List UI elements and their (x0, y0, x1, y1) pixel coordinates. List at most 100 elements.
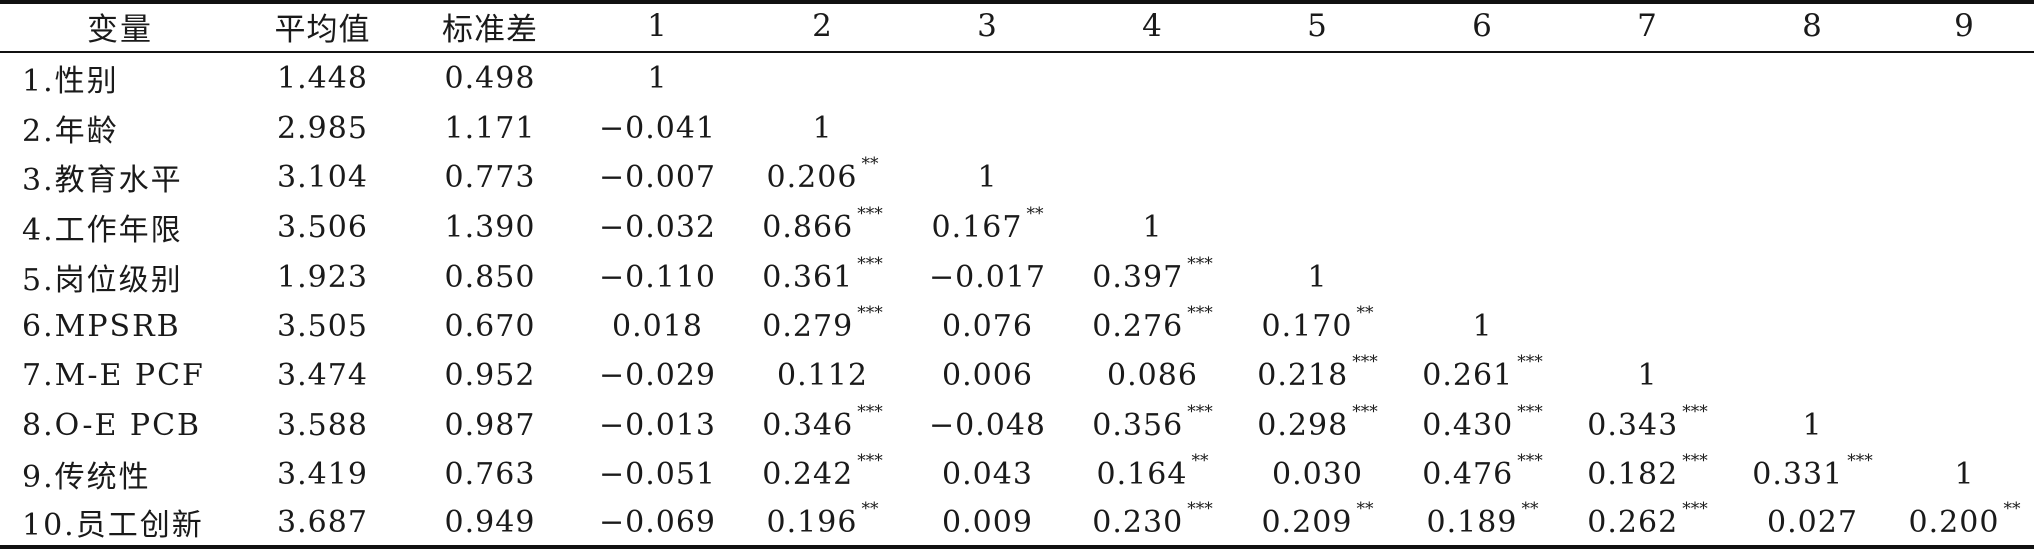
column-header: 5 (1307, 8, 1328, 44)
sd-cell: 0.949 (444, 504, 536, 540)
correlation-value: −0.032 (598, 209, 717, 245)
significance-mark: *** (857, 303, 883, 323)
correlation-value: 1 (1802, 407, 1823, 443)
correlation-value: −0.013 (598, 407, 717, 443)
correlation-cell: 1 (575, 53, 740, 103)
correlation-cell: 1 (1070, 202, 1235, 252)
correlation-value: 1 (1307, 259, 1328, 295)
table-row: 9.传统性 3.419 0.763 −0.051 0.242 *** 0.043 0.164 *… (0, 449, 2034, 499)
correlation-value: 0.361 (762, 259, 854, 295)
correlation-cell: −0.069 (575, 497, 740, 547)
correlation-cell: 0.476 *** (1400, 449, 1565, 499)
variable-name-cell: 7.M-E PCF (22, 357, 205, 393)
correlation-value: 0.276 (1092, 308, 1184, 344)
correlation-cell (1895, 252, 2034, 302)
correlation-cell (1895, 103, 2034, 153)
significance-mark: *** (1187, 254, 1213, 274)
correlation-value: 0.476 (1422, 456, 1514, 492)
table-row: 3.教育水平 3.104 0.773 −0.007 0.206 ** 1 (0, 152, 2034, 202)
correlation-value: 0.043 (942, 456, 1033, 492)
significance-mark: ** (1026, 204, 1044, 224)
significance-mark: *** (1517, 352, 1543, 372)
column-header: 平均值 (274, 11, 371, 48)
correlation-value: 0.218 (1257, 357, 1349, 393)
significance-mark: *** (1352, 402, 1378, 422)
correlation-value: 0.170 (1261, 308, 1353, 344)
correlation-value: 0.331 (1752, 456, 1844, 492)
correlation-cell: 1 (1235, 252, 1400, 302)
column-header: 3 (977, 8, 998, 44)
correlation-cell: 0.196 ** (740, 497, 905, 547)
correlation-cell (1235, 103, 1400, 153)
correlation-value: 1 (977, 159, 998, 195)
correlation-cell: −0.110 (575, 252, 740, 302)
significance-mark: *** (1847, 451, 1873, 471)
significance-mark: *** (1517, 402, 1543, 422)
column-header: 7 (1637, 8, 1658, 44)
correlation-value: 0.018 (612, 308, 703, 344)
correlation-value: 0.076 (942, 308, 1033, 344)
correlation-value: 1 (1637, 357, 1658, 393)
significance-mark: ** (1356, 303, 1374, 323)
correlation-cell (1730, 202, 1895, 252)
correlation-value: 0.397 (1092, 259, 1184, 295)
correlation-value: 1 (1472, 308, 1493, 344)
correlation-value: −0.051 (598, 456, 717, 492)
correlation-cell (1565, 152, 1730, 202)
correlation-value: 0.086 (1107, 357, 1198, 393)
correlation-cell: 0.182 *** (1565, 449, 1730, 499)
correlation-cell: 1 (1895, 449, 2034, 499)
bottom-rule (0, 545, 2034, 549)
correlation-value: 0.030 (1272, 456, 1363, 492)
correlation-value: 0.866 (762, 209, 854, 245)
significance-mark: *** (1187, 402, 1213, 422)
variable-name-cell: 6.MPSRB (22, 308, 181, 344)
correlation-value: 0.182 (1587, 456, 1679, 492)
significance-mark: *** (857, 204, 883, 224)
correlation-value: 0.209 (1261, 504, 1353, 540)
correlation-cell: 0.242 *** (740, 449, 905, 499)
variable-name-cell: 4.工作年限 (22, 213, 183, 248)
correlation-cell (1565, 301, 1730, 351)
correlation-cell: 0.276 *** (1070, 301, 1235, 351)
correlation-cell: 1 (1730, 400, 1895, 450)
correlation-cell: 0.009 (905, 497, 1070, 547)
correlation-cell: −0.051 (575, 449, 740, 499)
header-rule (0, 51, 2034, 53)
significance-mark: ** (1356, 499, 1374, 519)
correlation-value: 0.262 (1587, 504, 1679, 540)
correlation-cell: 0.043 (905, 449, 1070, 499)
correlation-value: 0.230 (1092, 504, 1184, 540)
correlation-cell: 0.170 ** (1235, 301, 1400, 351)
column-header: 2 (812, 8, 833, 44)
correlation-cell (1235, 202, 1400, 252)
significance-mark: ** (2003, 499, 2021, 519)
table-row: 4.工作年限 3.506 1.390 −0.032 0.866 *** 0.167 ** 1 (0, 202, 2034, 252)
mean-cell: 3.419 (277, 456, 368, 492)
sd-cell: 0.850 (444, 259, 536, 295)
sd-cell: 0.773 (444, 159, 536, 195)
correlation-cell (1235, 53, 1400, 103)
correlation-value: 1 (1142, 209, 1163, 245)
correlation-value: 0.279 (762, 308, 854, 344)
correlation-value: 0.196 (766, 504, 858, 540)
correlation-value: 0.112 (777, 357, 868, 393)
correlation-cell: 0.200 ** (1895, 497, 2034, 547)
correlation-cell (1070, 53, 1235, 103)
column-header: 6 (1472, 8, 1493, 44)
sd-cell: 0.498 (444, 60, 536, 96)
significance-mark: *** (857, 402, 883, 422)
correlation-value: −0.110 (598, 259, 717, 295)
correlation-cell (1730, 350, 1895, 400)
correlation-value: −0.029 (598, 357, 717, 393)
table-row: 8.O-E PCB 3.588 0.987 −0.013 0.346 *** −0.048 0… (0, 400, 2034, 450)
correlation-cell (905, 53, 1070, 103)
mean-cell: 3.104 (277, 159, 368, 195)
mean-cell: 3.505 (277, 308, 368, 344)
correlation-cell: 0.206 ** (740, 152, 905, 202)
correlation-cell: 0.030 (1235, 449, 1400, 499)
correlation-value: 0.356 (1092, 407, 1184, 443)
variable-name-cell: 8.O-E PCB (22, 407, 202, 443)
correlation-value: 0.006 (942, 357, 1033, 393)
correlation-value: −0.017 (928, 259, 1047, 295)
